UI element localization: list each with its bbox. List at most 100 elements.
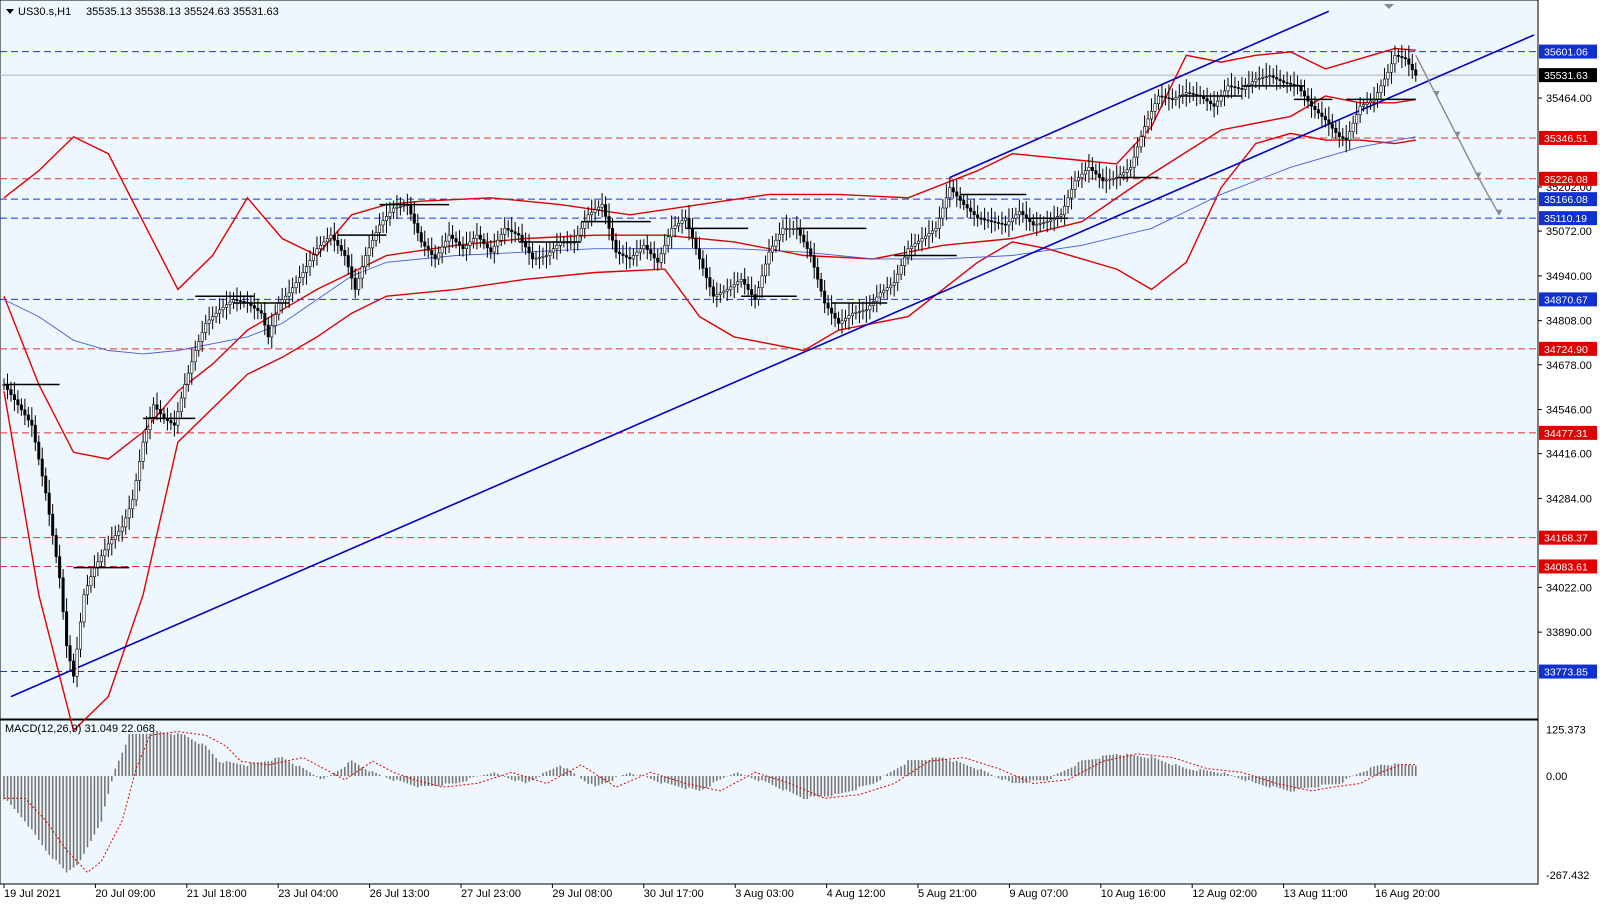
candle-body [89, 576, 93, 587]
candle-body [82, 594, 86, 623]
candle-body [117, 530, 121, 536]
candle-body [579, 228, 583, 236]
candle-body [1400, 56, 1404, 58]
macd-tick-label: 0.00 [1546, 771, 1567, 783]
candle-body [1282, 80, 1286, 83]
candle-body [72, 660, 76, 677]
candle-body [930, 230, 934, 234]
candle-body [614, 239, 618, 253]
candle-body [141, 441, 145, 462]
candle-body [617, 251, 621, 255]
main-chart-area[interactable] [0, 0, 1539, 720]
candle-body [263, 312, 267, 326]
upper-channel-line[interactable] [949, 10, 1330, 179]
candle-body [1285, 82, 1289, 84]
time-tick-label: 3 Aug 03:00 [735, 888, 794, 900]
candle-body [638, 248, 642, 253]
candle-body [1330, 123, 1334, 129]
candle-body [16, 399, 20, 406]
candle-body [40, 458, 44, 477]
candle-body [1122, 172, 1126, 176]
candle-body [965, 204, 969, 209]
candle-body [1170, 98, 1174, 100]
candle-body [1323, 116, 1327, 121]
candle-body [607, 216, 611, 229]
candle-body [1111, 178, 1115, 180]
candle-body [186, 372, 190, 385]
candle-body [1045, 221, 1049, 223]
candle-body [1226, 85, 1230, 92]
candle-body [899, 265, 903, 275]
level-tag [1539, 130, 1597, 145]
candle-body [485, 243, 489, 249]
candle-body [875, 296, 879, 302]
lower-trendline[interactable] [10, 34, 1535, 698]
candle-body [9, 389, 13, 395]
candle-body [1306, 95, 1310, 102]
level-tag [1539, 559, 1597, 574]
price-tick-label: 34940.00 [1546, 271, 1592, 283]
candle-body [711, 286, 715, 297]
candle-body [1254, 78, 1258, 82]
candle-body [1362, 104, 1366, 107]
arrow-head-icon [1384, 4, 1394, 9]
candle-body [673, 225, 677, 229]
level-tag [1539, 171, 1597, 186]
candle-body [468, 241, 472, 246]
candle-body [489, 247, 493, 253]
candle-body [1146, 118, 1150, 127]
candle-body [416, 222, 420, 233]
candle-body [816, 267, 820, 280]
candle-body [520, 234, 524, 242]
candle-body [75, 648, 79, 677]
level-tag-label: 35346.51 [1544, 133, 1588, 145]
time-tick-label: 5 Aug 21:00 [918, 888, 977, 900]
candle-body [1382, 78, 1386, 87]
candle-body [360, 266, 364, 279]
candle-body [1000, 222, 1004, 225]
forecast-arrow [1436, 95, 1459, 138]
candle-body [284, 295, 288, 300]
candle-body [1223, 90, 1227, 97]
candle-body [621, 253, 625, 256]
candle-body [1264, 76, 1268, 78]
candle-body [1066, 197, 1070, 207]
candle-body [339, 245, 343, 251]
candle-body [228, 301, 232, 306]
candle-body [1035, 223, 1039, 226]
candle-body [346, 255, 350, 268]
candle-body [451, 234, 455, 239]
candle-body [51, 513, 55, 536]
candle-body [412, 213, 416, 224]
candle-body [548, 251, 552, 256]
candle-body [270, 325, 274, 338]
candle-body [969, 207, 973, 212]
macd-label: MACD(12,26,9) 31.049 22.068 [5, 723, 155, 735]
price-axis: 35464.0035202.0035072.0034940.0034808.00… [1538, 44, 1597, 882]
candle-body [524, 240, 528, 248]
candle-body [1243, 86, 1247, 90]
candle-body [680, 220, 684, 224]
bollinger-upper [3, 47, 1416, 291]
candle-body [106, 543, 110, 551]
candle-body [1348, 131, 1352, 141]
macd-tick-label: 125.373 [1546, 725, 1586, 737]
candle-body [976, 214, 980, 219]
candle-body [1031, 221, 1035, 226]
candle-body [447, 234, 451, 242]
collapse-triangle-icon[interactable] [6, 9, 14, 14]
candle-body [204, 323, 208, 333]
candle-body [1386, 71, 1390, 80]
candle-body [791, 228, 795, 230]
candle-body [218, 309, 222, 314]
symbol-label: US30.s,H1 [18, 6, 71, 18]
candle-body [739, 278, 743, 283]
macd-panel[interactable] [0, 719, 1539, 885]
candle-body [336, 239, 340, 246]
candle-body [1355, 114, 1359, 124]
candle-body [294, 282, 298, 289]
candle-body [697, 248, 701, 260]
candle-body [1143, 126, 1147, 138]
candle-body [819, 278, 823, 292]
